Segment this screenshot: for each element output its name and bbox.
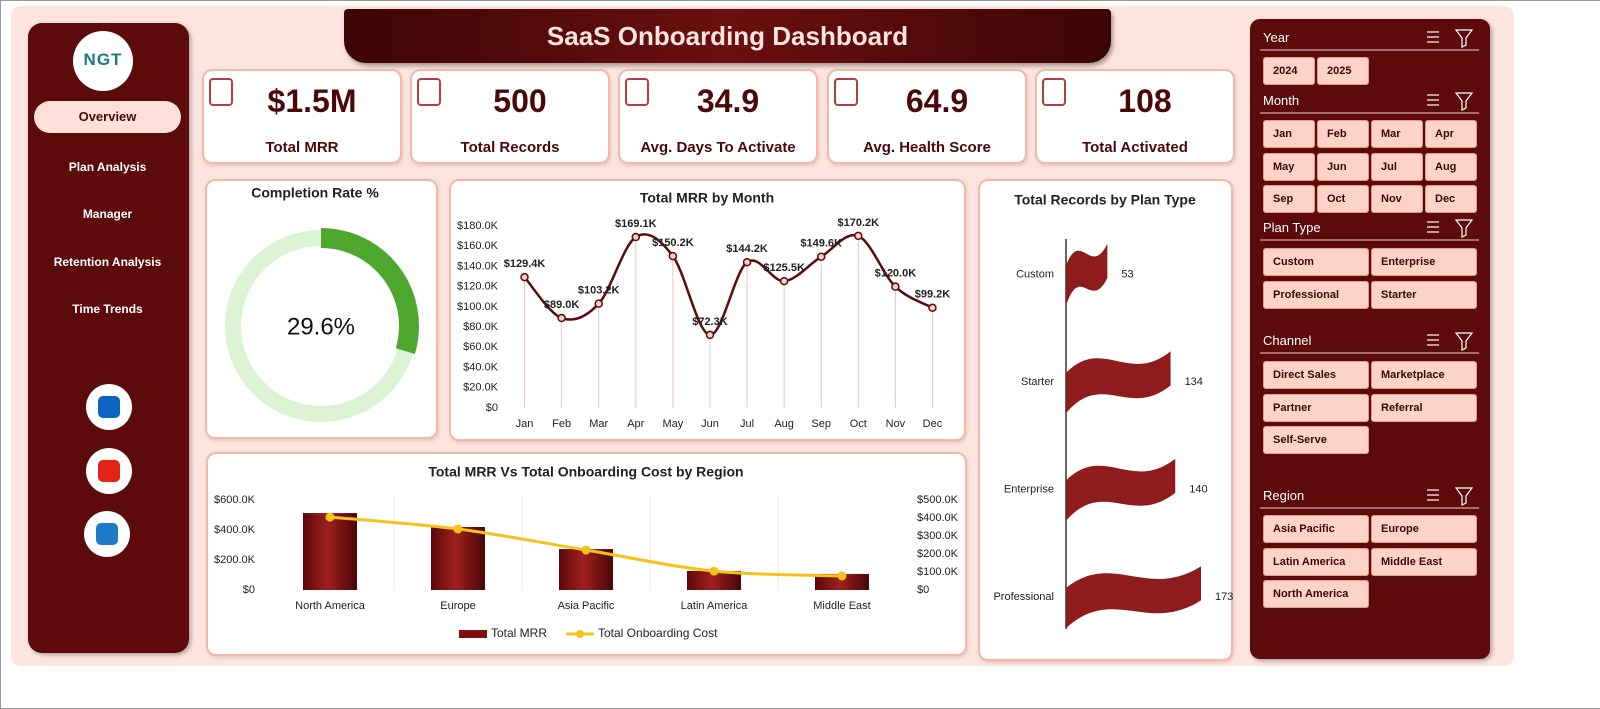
kpi-card [618,69,818,164]
slicer-button[interactable]: 2025 [1317,57,1369,85]
slicer-button[interactable]: Jul [1371,152,1423,181]
slicer-title: Month [1263,93,1300,108]
slicer-button[interactable]: Sep [1263,185,1315,214]
slicer-button[interactable]: Professional [1263,280,1369,309]
kpi-value: $1.5M [267,83,357,119]
slicer-button[interactable]: Dec [1425,185,1477,214]
slicer-title: Channel [1263,333,1312,348]
slicer-button[interactable]: Feb [1317,120,1369,148]
chart-card [206,452,967,656]
slicer-button[interactable]: North America [1263,580,1369,609]
slicer-button[interactable]: Referral [1371,393,1477,422]
slicer-button[interactable]: Mar [1371,120,1423,148]
slicer-button[interactable]: Apr [1425,120,1477,148]
kpi-card [827,69,1027,164]
slicer-title: Region [1263,488,1305,503]
kpi-label: Total MRR [265,139,339,156]
slicer-button[interactable]: Asia Pacific [1263,515,1369,543]
kpi-value: 500 [493,83,547,119]
chart-card [205,179,438,439]
slicer-button[interactable]: Custom [1263,248,1369,276]
kpi-label: Avg. Days To Activate [640,139,796,156]
kpi-card [202,69,402,164]
kpi-label: Total Records [460,139,560,156]
slicer-button[interactable]: Direct Sales [1263,361,1369,389]
nav-item[interactable]: Plan Analysis [68,160,147,174]
slicer-title: Plan Type [1263,220,1321,235]
slicer-button[interactable]: Starter [1371,280,1477,309]
slicer-button[interactable]: Latin America [1263,547,1369,576]
slicer-button[interactable]: Enterprise [1371,248,1477,276]
slicer-button[interactable]: Jun [1317,152,1369,181]
slicer-button[interactable]: Partner [1263,393,1369,422]
chart-card [978,179,1233,661]
chart-card [449,179,966,441]
slicer-title: Year [1263,30,1290,45]
slicer-button[interactable]: Middle East [1371,547,1477,576]
slicer-button[interactable]: Jan [1263,120,1315,148]
slicer-button[interactable]: Marketplace [1371,361,1477,389]
nav-item[interactable]: Overview [34,101,181,133]
slicer-button[interactable]: Nov [1371,185,1423,214]
kpi-value: 64.9 [905,83,969,119]
logo: NGT [73,31,133,91]
title-banner: SaaS Onboarding Dashboard [344,9,1111,63]
kpi-card [410,69,610,164]
nav-item[interactable]: Manager [82,207,133,221]
nav-item[interactable]: Time Trends [72,302,143,316]
slicer-button[interactable]: May [1263,152,1315,181]
kpi-value: 108 [1118,83,1172,119]
slicer-button[interactable]: Self-Serve [1263,426,1369,455]
kpi-card [1035,69,1235,164]
kpi-value: 34.9 [696,83,760,119]
kpi-label: Avg. Health Score [863,139,991,156]
slicer-button[interactable]: Europe [1371,515,1477,543]
kpi-label: Total Activated [1082,139,1188,156]
slicer-button[interactable]: 2024 [1263,57,1315,85]
slicer-button[interactable]: Aug [1425,152,1477,181]
nav-item[interactable]: Retention Analysis [53,255,162,269]
slicer-button[interactable]: Oct [1317,185,1369,214]
